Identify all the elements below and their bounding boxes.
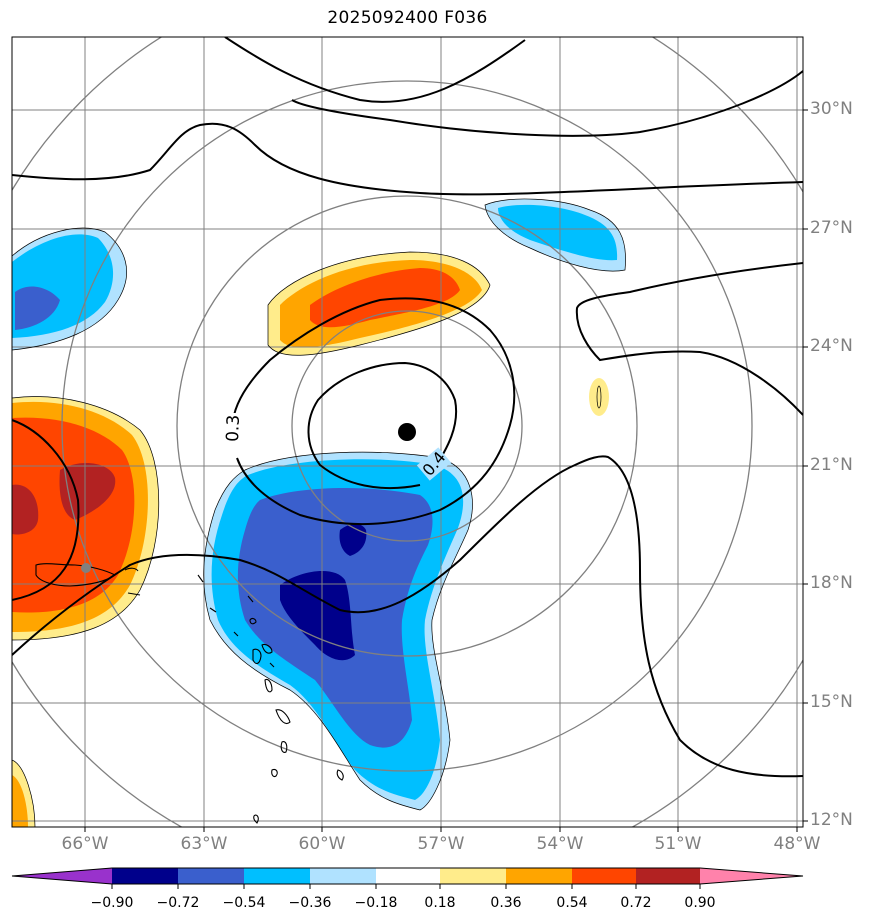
lon-label-60w: 60°W xyxy=(298,834,346,854)
colorbar-tick-label: −0.54 xyxy=(222,895,266,911)
colorbar-tick-label: −0.90 xyxy=(90,895,134,911)
fill-fields xyxy=(12,198,626,827)
lon-label-54w: 54°W xyxy=(536,834,584,854)
colorbar-tick-label: 0.36 xyxy=(490,895,522,911)
colorbar-tick-label: 0.54 xyxy=(556,895,588,911)
lon-label-63w: 63°W xyxy=(180,834,228,854)
colorbar xyxy=(11,867,804,889)
map-title: 2025092400 F036 xyxy=(327,8,488,28)
contours xyxy=(12,37,803,778)
lat-label-15n: 15°N xyxy=(810,692,853,712)
lon-label-51w: 51°W xyxy=(654,834,702,854)
colorbar-tick-label: 0.18 xyxy=(424,895,456,911)
colorbar-tick-label: 0.90 xyxy=(684,895,716,911)
colorbar-tick-label: −0.18 xyxy=(354,895,398,911)
colorbar-tick-label: −0.72 xyxy=(156,895,200,911)
map-area: 0.3 0.4 xyxy=(12,37,803,827)
coastlines xyxy=(35,563,344,824)
colorbar-tick-label: −0.36 xyxy=(288,895,332,911)
lat-label-18n: 18°N xyxy=(810,573,853,593)
lon-label-48w: 48°W xyxy=(773,834,821,854)
lat-label-21n: 21°N xyxy=(810,455,853,475)
graticule xyxy=(12,37,803,827)
fill-outlines xyxy=(12,198,626,827)
lon-label-57w: 57°W xyxy=(417,834,465,854)
lat-label-24n: 24°N xyxy=(810,336,853,356)
lat-label-27n: 27°N xyxy=(810,218,853,238)
range-rings xyxy=(12,37,803,827)
lat-label-30n: 30°N xyxy=(810,99,853,119)
lat-label-12n: 12°N xyxy=(810,810,853,830)
reference-dot xyxy=(81,563,91,573)
storm-center-marker xyxy=(398,423,416,441)
axis-ticks xyxy=(84,109,808,832)
contour-label-03: 0.3 xyxy=(223,414,244,442)
colorbar-tick-label: 0.72 xyxy=(620,895,652,911)
map-frame xyxy=(11,36,804,828)
lon-label-66w: 66°W xyxy=(61,834,109,854)
